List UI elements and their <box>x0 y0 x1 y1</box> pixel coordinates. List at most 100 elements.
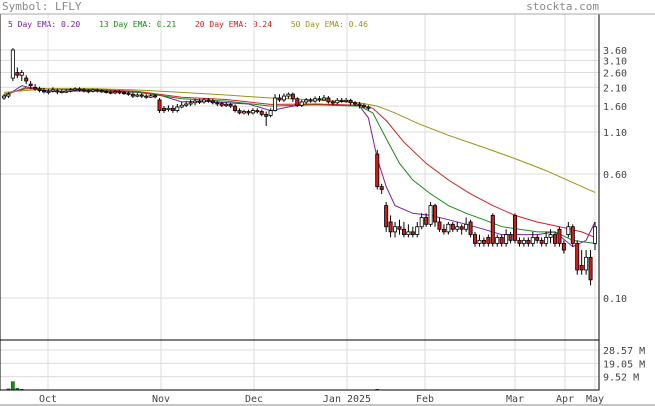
candle <box>299 101 304 106</box>
y-tick-label: 2.10 <box>603 83 627 94</box>
candle <box>495 237 500 244</box>
candle <box>570 226 575 244</box>
candle <box>450 223 455 230</box>
y-tick-label: 2.60 <box>603 69 627 80</box>
candle <box>28 83 33 87</box>
candle <box>499 237 504 244</box>
candle <box>24 77 29 82</box>
candle <box>308 99 313 102</box>
candle <box>210 100 215 104</box>
candle <box>55 90 60 93</box>
volume-tick-label: 9.52 M <box>603 373 639 384</box>
candle <box>348 99 353 104</box>
candle <box>117 91 122 94</box>
candle <box>15 72 20 76</box>
site-name[interactable]: stockta.com <box>526 0 599 13</box>
candle <box>104 90 109 93</box>
candle <box>295 98 300 106</box>
symbol-label: Symbol: LFLY <box>2 0 82 13</box>
ema-line <box>3 88 596 238</box>
candle <box>50 89 55 92</box>
candle <box>10 49 15 79</box>
legend-ema-50: 50 Day EMA: 0.46 <box>290 20 368 29</box>
chart-grid <box>0 14 599 390</box>
axis-labels: 3.603.10 2.60 2.10 1.60 1.10 0.60 0.10 28.57 M 1… <box>39 46 645 405</box>
candle <box>486 237 491 244</box>
chart-frame <box>0 13 655 406</box>
candle <box>113 91 118 94</box>
candle <box>593 226 598 244</box>
candle <box>553 234 558 244</box>
candle <box>193 100 198 104</box>
candle <box>90 89 95 92</box>
candle <box>19 72 24 76</box>
candle <box>361 104 366 108</box>
candle <box>513 214 518 241</box>
candle <box>566 226 571 235</box>
candle <box>401 228 406 235</box>
candle <box>433 205 438 223</box>
candle <box>490 214 495 244</box>
candle <box>81 89 86 92</box>
candle <box>357 103 362 106</box>
candle <box>286 93 291 97</box>
candle <box>384 205 389 228</box>
candle <box>224 104 229 107</box>
y-tick-label: 3.10 <box>603 56 627 67</box>
candle <box>468 221 473 235</box>
candle <box>273 97 278 111</box>
candle <box>250 110 255 114</box>
candle <box>188 102 193 105</box>
candle <box>561 243 566 251</box>
candle <box>446 223 451 233</box>
candle <box>441 228 446 233</box>
candle <box>179 104 184 108</box>
candle <box>455 226 460 230</box>
candle <box>481 239 486 244</box>
candle <box>201 99 206 103</box>
candle <box>321 97 326 101</box>
candle <box>166 107 171 111</box>
y-tick-label: 1.10 <box>603 128 627 139</box>
candle <box>521 239 526 244</box>
candle <box>46 90 51 93</box>
ema-line <box>3 86 596 244</box>
x-tick-label: May <box>586 394 604 405</box>
candle <box>415 226 420 235</box>
x-tick-label: Feb <box>416 394 434 405</box>
candle <box>313 98 318 102</box>
candle <box>588 256 593 281</box>
volume-bar <box>11 381 15 391</box>
candle <box>473 234 478 244</box>
y-tick-label: 0.10 <box>603 294 627 305</box>
candle <box>388 221 393 233</box>
candle <box>135 94 140 97</box>
candle <box>215 102 220 105</box>
candle <box>108 91 113 94</box>
candle <box>130 93 135 97</box>
candle <box>317 98 322 101</box>
candle <box>184 103 189 106</box>
candle <box>477 239 482 244</box>
candle <box>326 97 331 103</box>
candle <box>121 92 126 95</box>
candle <box>459 226 464 230</box>
candle <box>206 99 211 102</box>
candle <box>148 95 153 98</box>
volume-tick-label: 28.57 M <box>603 346 645 357</box>
candle <box>59 90 64 93</box>
candle <box>379 186 384 190</box>
candle <box>197 100 202 103</box>
y-tick-label: 1.60 <box>603 102 627 113</box>
candle <box>584 256 589 271</box>
candle <box>246 111 251 114</box>
candle <box>157 99 162 111</box>
candle <box>259 111 264 115</box>
candle <box>397 226 402 230</box>
ema-line <box>3 85 596 248</box>
candle <box>530 237 535 244</box>
candle <box>339 99 344 102</box>
candle <box>219 103 224 106</box>
candle <box>557 228 562 244</box>
x-tick-label: Apr <box>556 394 574 405</box>
